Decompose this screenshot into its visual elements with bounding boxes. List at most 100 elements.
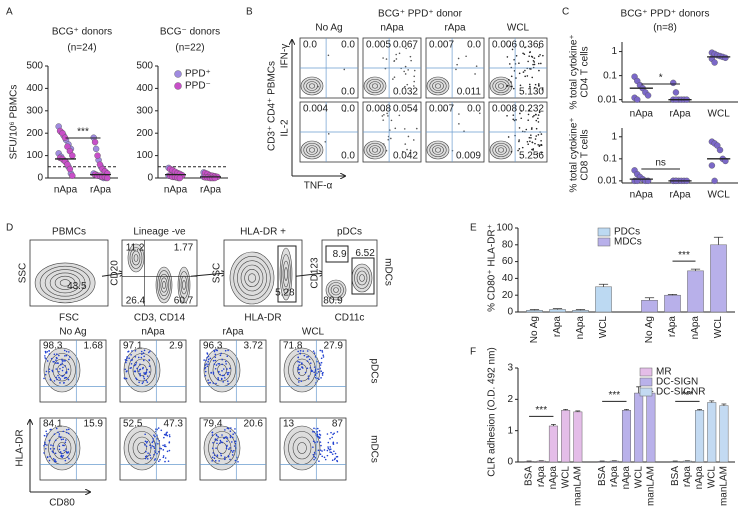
error-bar xyxy=(644,297,655,301)
event-dot xyxy=(234,431,236,434)
event-dot xyxy=(63,449,65,452)
y-axis-label: CLR adhesion (O.D. 492 nm) xyxy=(487,347,498,477)
event-dot xyxy=(336,459,338,462)
event-dot xyxy=(306,356,308,358)
event-dot xyxy=(331,453,334,455)
event-dot xyxy=(299,352,301,355)
event-dot xyxy=(140,356,143,359)
x-tick-label: BSA xyxy=(524,466,535,486)
data-point xyxy=(66,165,74,173)
event-dot xyxy=(229,367,231,370)
quadrant-value: 27.9 xyxy=(324,341,344,352)
density-contour xyxy=(308,147,316,153)
density-contour xyxy=(369,81,381,91)
event-dot xyxy=(57,431,59,434)
event-dot xyxy=(63,444,65,447)
event-dot xyxy=(159,447,161,449)
event-dot xyxy=(206,365,209,368)
event-dot xyxy=(409,149,412,152)
event-dot xyxy=(65,428,68,431)
event-dot xyxy=(457,57,460,60)
y-tick-label: 300 xyxy=(136,105,153,116)
event-dot xyxy=(67,451,70,453)
event-dot xyxy=(143,355,145,358)
event-dot xyxy=(156,438,158,440)
x-tick-label: rApa xyxy=(536,466,547,488)
event-dot xyxy=(313,352,316,354)
event-dot xyxy=(225,447,228,450)
event-dot xyxy=(143,377,146,380)
event-dot xyxy=(227,349,229,352)
event-dot xyxy=(148,365,151,368)
event-dot xyxy=(227,373,229,376)
event-dot xyxy=(64,459,67,462)
x-tick-label: WCL xyxy=(713,316,724,339)
density-contour xyxy=(182,280,186,290)
event-dot xyxy=(157,450,160,453)
density-contour xyxy=(363,76,387,96)
event-dot xyxy=(128,357,130,360)
event-dot xyxy=(218,370,220,373)
density-contour xyxy=(123,347,161,393)
event-dot xyxy=(318,437,321,439)
event-dot xyxy=(527,113,530,116)
event-dot xyxy=(522,71,525,73)
event-dot xyxy=(535,113,537,116)
event-dot xyxy=(512,118,515,121)
event-dot xyxy=(62,366,64,369)
error-bar xyxy=(624,408,629,411)
event-dot xyxy=(413,75,416,78)
event-dot xyxy=(215,349,217,351)
event-dot xyxy=(508,45,511,47)
event-dot xyxy=(518,140,520,143)
event-dot xyxy=(207,358,210,361)
x-tick-label: WCL xyxy=(598,316,609,339)
event-dot xyxy=(230,449,233,452)
x-tick-label: No Ag xyxy=(529,316,540,343)
bar xyxy=(687,270,704,313)
density-contour xyxy=(131,250,141,266)
event-dot xyxy=(221,441,224,444)
event-dot xyxy=(149,454,151,457)
event-dot xyxy=(61,358,63,361)
event-dot xyxy=(212,382,215,384)
event-dot xyxy=(225,363,227,365)
y-tick-label: 100 xyxy=(136,150,153,161)
event-dot xyxy=(215,382,217,385)
event-dot xyxy=(204,374,207,377)
event-dot xyxy=(232,433,234,435)
event-dot xyxy=(207,379,209,382)
quadrant-value: 71.8 xyxy=(283,341,303,352)
gate-title: Lineage -ve xyxy=(133,227,186,238)
flow-plot xyxy=(39,339,107,403)
column-label: rApa xyxy=(222,327,244,338)
event-dot xyxy=(404,85,406,88)
column-label: WCL xyxy=(507,23,530,34)
event-dot xyxy=(139,363,141,366)
density-contour xyxy=(489,140,513,160)
event-dot xyxy=(146,381,149,383)
x-tick-label: nApa xyxy=(164,185,188,196)
quadrant-value: 0.005 xyxy=(366,40,391,51)
density-contour xyxy=(354,267,370,289)
event-dot xyxy=(157,442,159,445)
x-tick-label: nApa xyxy=(630,190,654,201)
event-dot xyxy=(382,143,385,145)
y-tick-label: 80 xyxy=(502,239,514,250)
event-dot xyxy=(526,140,529,143)
event-dot xyxy=(68,351,70,353)
density-contour xyxy=(328,282,344,298)
event-dot xyxy=(138,381,140,384)
axis-label: HLA-DR xyxy=(244,313,281,324)
event-dot xyxy=(229,458,231,461)
quadrant-value: 3.72 xyxy=(244,341,264,352)
bar xyxy=(710,244,727,313)
density-contour xyxy=(137,442,147,454)
event-dot xyxy=(413,85,415,87)
quadrant-value: 0.007 xyxy=(429,40,454,51)
event-dot xyxy=(147,452,149,454)
event-dot xyxy=(160,447,163,450)
gate-value: 80.9 xyxy=(323,295,343,306)
event-dot xyxy=(145,445,148,448)
event-dot xyxy=(540,133,543,135)
